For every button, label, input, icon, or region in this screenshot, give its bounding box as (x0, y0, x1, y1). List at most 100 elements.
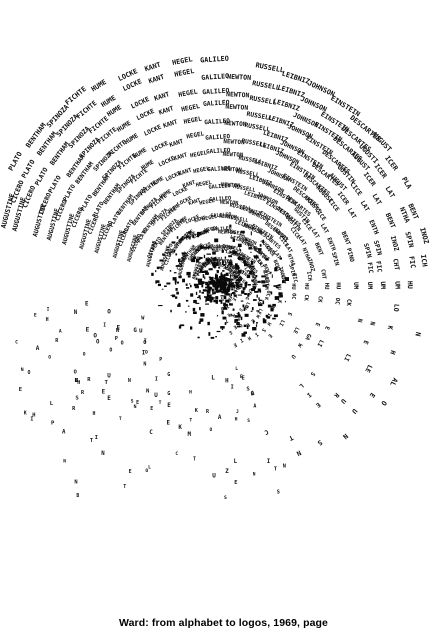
scattered-glyph: O (48, 355, 51, 361)
spiral-svg: AUGUSTINEAUGUSTINEAUGUSTINEAUGUSTINEAUGU… (0, 55, 430, 502)
ink-speck (230, 284, 236, 288)
scattered-glyph: R (55, 338, 59, 344)
spiral-glyph: O (379, 399, 388, 407)
spiral-glyph: LO (392, 303, 401, 312)
spiral-glyph: HUME (167, 203, 181, 215)
spiral-glyph: NTHA (286, 253, 297, 268)
ink-speck (192, 275, 195, 277)
spiral-glyph: LOCKE (151, 141, 170, 154)
ink-speck (225, 278, 230, 281)
ink-speck (208, 280, 212, 284)
spiral-glyph: AL (388, 376, 399, 387)
spiral-glyph: HUME (116, 120, 133, 134)
ink-speck (205, 286, 209, 289)
ink-speck (230, 315, 233, 317)
spiral-glyph: OC (265, 290, 272, 297)
scattered-glyph: U (154, 393, 158, 399)
ink-speck (206, 253, 211, 255)
spiral-glyph: LOCKE (143, 124, 163, 138)
spiral-glyph: AUGUST (370, 130, 393, 153)
ink-speck (265, 314, 269, 318)
spiral-glyph: GALILEO (200, 55, 229, 65)
ink-speck (211, 290, 215, 292)
scattered-glyph: N (146, 389, 150, 395)
spiral-glyph: BENT (384, 212, 397, 230)
scattered-glyph: R (87, 377, 91, 383)
ink-speck (202, 246, 207, 249)
scattered-glyph: E (75, 378, 78, 384)
ink-speck (207, 286, 212, 291)
ink-speck (222, 270, 225, 272)
spiral-glyph: E (361, 339, 369, 345)
scattered-glyph: N (134, 404, 137, 410)
ink-speck (204, 230, 209, 233)
ink-speck (249, 270, 253, 275)
ink-speck (246, 274, 251, 279)
ink-speck (229, 251, 232, 254)
ink-speck (175, 265, 180, 267)
ink-speck (206, 290, 211, 294)
ink-speck (204, 296, 208, 298)
scattered-glyph: O (109, 348, 112, 354)
ink-speck (242, 287, 245, 291)
spiral-glyph: NEWTON (224, 120, 247, 128)
spiral-glyph: INOZ (306, 258, 315, 273)
scattered-glyph: N (63, 459, 66, 465)
spiral-glyph: GALILEO (210, 212, 231, 219)
ink-speck (239, 249, 242, 251)
spiral-glyph: HUME (90, 78, 108, 94)
ink-speck (221, 297, 223, 299)
spiral-glyph: LE (363, 363, 374, 374)
ink-speck (211, 288, 214, 291)
scattered-glyph: T (274, 466, 278, 472)
ink-speck (219, 288, 222, 293)
spiral-glyph: CICE (264, 245, 276, 258)
spiral-glyph: CHT (319, 269, 326, 280)
spiral-glyph: NEWTON (223, 139, 245, 146)
spiral-glyph: HEGEL (174, 67, 195, 79)
ink-speck (256, 294, 258, 298)
spiral-glyph: CHT (250, 279, 257, 288)
scattered-glyph: C (15, 339, 18, 345)
ink-speck (200, 313, 205, 317)
ink-speck (220, 299, 225, 301)
spiral-glyph: CHT (279, 275, 286, 285)
spiral-glyph: LOCKE (204, 256, 219, 267)
spiral-glyph: FIC (366, 262, 375, 274)
ink-speck (197, 234, 200, 238)
spiral-glyph: HEGEL (183, 115, 203, 125)
spiral-glyph: CICERO (192, 261, 204, 278)
ink-speck (190, 284, 192, 288)
ink-speck (241, 290, 245, 294)
ink-speck (238, 278, 242, 281)
spiral-glyph: RUSSELL (235, 169, 260, 179)
ink-speck (193, 283, 199, 287)
ink-speck (232, 308, 235, 311)
ink-speck (219, 277, 224, 281)
spiral-glyph: KANT (182, 180, 197, 190)
spiral-glyph: KANT (178, 167, 193, 177)
scattered-glyph: N (283, 464, 286, 470)
ink-speck (215, 296, 219, 300)
ink-speck (215, 299, 218, 304)
spiral-glyph: BENT (340, 231, 351, 247)
spiral-glyph: PLA (400, 176, 414, 191)
spiral-glyph: INOZ (261, 271, 270, 284)
spiral-glyph: D (249, 389, 255, 396)
spiral-glyph: R (249, 317, 255, 323)
ink-speck (271, 274, 273, 278)
scattered-glyph: M (188, 432, 192, 438)
ink-speck (259, 299, 263, 301)
spiral-glyph: KANT (169, 139, 185, 149)
spiral-glyph: NEWTON (225, 104, 248, 112)
spiral-glyph: EINSTEIN (329, 94, 361, 118)
ink-speck (238, 312, 240, 316)
spiral-glyph: CK (247, 288, 254, 294)
spiral-glyph: HU (276, 284, 282, 290)
scattered-glyph: T (105, 380, 109, 386)
ink-speck (193, 312, 195, 314)
spiral-glyph: N (295, 448, 302, 457)
ink-speck (218, 276, 222, 278)
ink-speck (224, 322, 227, 325)
ink-speck (233, 271, 237, 273)
